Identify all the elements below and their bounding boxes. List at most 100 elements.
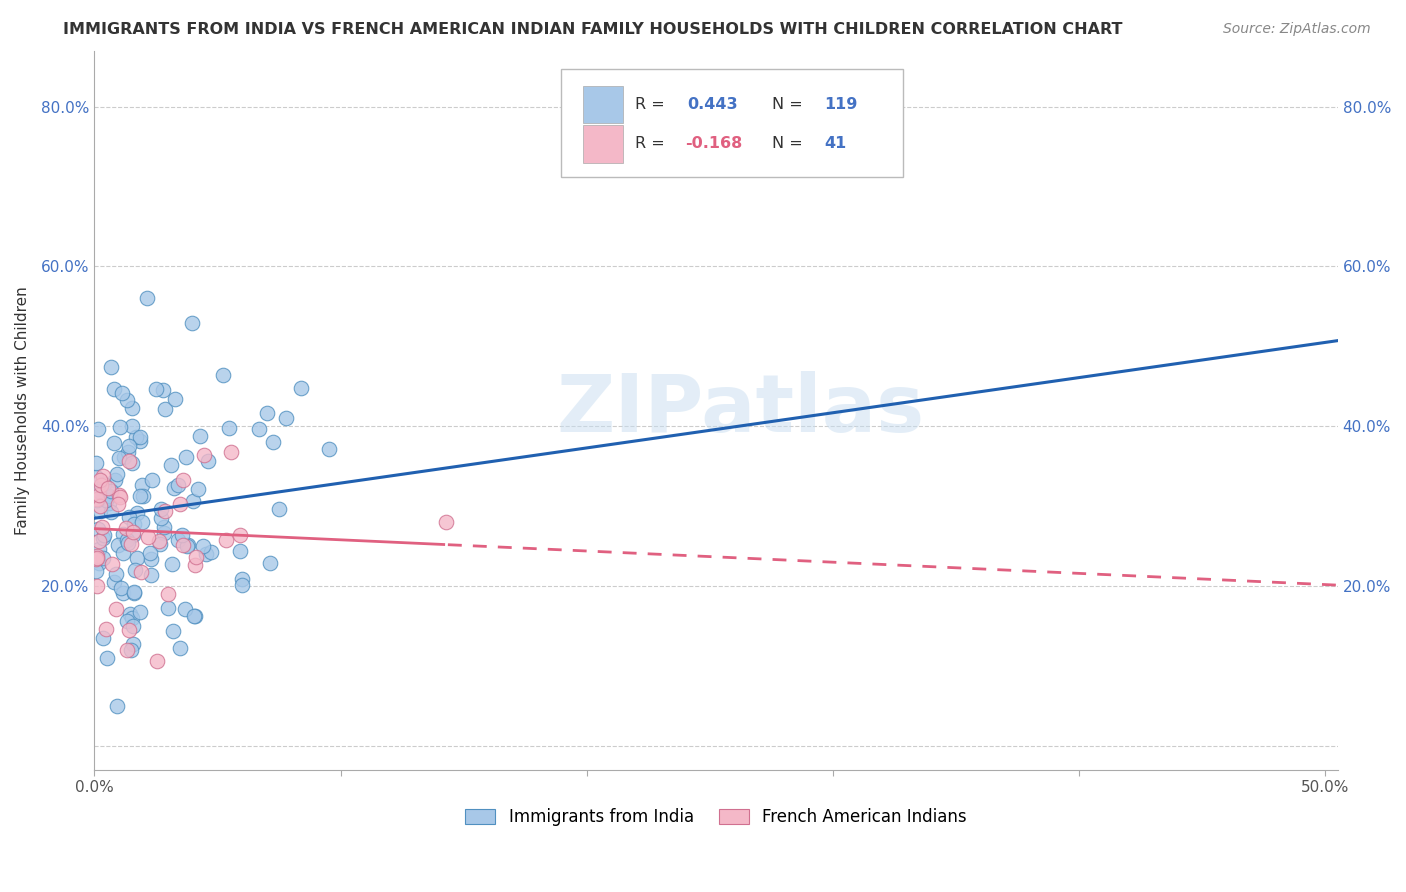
Point — [84, 457, 107, 471]
Point — [111, 546, 134, 560]
Point — [136, 530, 159, 544]
Point — [96, 622, 118, 636]
Point — [172, 538, 194, 552]
Point — [100, 360, 122, 375]
Point — [121, 401, 143, 416]
Point — [115, 642, 138, 657]
Point — [256, 406, 278, 420]
Point — [176, 538, 198, 552]
Point — [120, 537, 142, 551]
Point — [117, 614, 139, 628]
Point — [117, 536, 139, 550]
Point — [129, 565, 152, 579]
Point — [91, 551, 114, 566]
Point — [103, 574, 125, 589]
Point — [91, 520, 114, 534]
Point — [117, 533, 139, 547]
Point — [98, 495, 121, 509]
Point — [87, 522, 110, 536]
Point — [174, 450, 197, 465]
Point — [121, 524, 143, 539]
Point — [138, 546, 160, 560]
Point — [211, 368, 233, 382]
Point — [121, 456, 143, 470]
FancyBboxPatch shape — [583, 125, 623, 162]
Point — [132, 489, 155, 503]
Point — [231, 572, 253, 586]
Point — [112, 586, 135, 600]
Legend: Immigrants from India, French American Indians: Immigrants from India, French American I… — [465, 808, 967, 826]
Point — [107, 488, 129, 502]
Point — [121, 638, 143, 652]
Point — [86, 551, 108, 566]
Text: -0.168: -0.168 — [685, 136, 742, 152]
Point — [107, 450, 129, 465]
Point — [86, 491, 108, 506]
Point — [100, 505, 122, 519]
Point — [160, 557, 183, 571]
Y-axis label: Family Households with Children: Family Households with Children — [15, 286, 30, 534]
Point — [149, 502, 172, 516]
Point — [231, 578, 253, 592]
Point — [89, 488, 111, 502]
Point — [110, 420, 132, 434]
Point — [191, 539, 214, 553]
Point — [155, 504, 177, 518]
Point — [89, 503, 111, 517]
Point — [91, 468, 114, 483]
Point — [117, 444, 139, 458]
Point — [122, 517, 145, 532]
Point — [108, 490, 131, 504]
Point — [135, 291, 157, 305]
Point — [166, 533, 188, 547]
Point — [153, 401, 176, 416]
Point — [183, 609, 205, 624]
Point — [247, 421, 270, 435]
Point — [218, 421, 240, 435]
Point — [434, 515, 457, 529]
Point — [124, 586, 146, 600]
Point — [141, 473, 163, 487]
Text: 41: 41 — [824, 136, 846, 152]
Point — [87, 484, 110, 499]
Point — [172, 528, 194, 542]
Point — [129, 490, 152, 504]
Point — [267, 502, 290, 516]
Point — [229, 544, 252, 558]
Point — [215, 533, 238, 547]
Point — [127, 551, 149, 566]
Point — [118, 454, 141, 468]
Point — [131, 515, 153, 529]
Point — [104, 473, 127, 487]
Point — [111, 527, 134, 541]
Point — [229, 528, 252, 542]
Point — [84, 470, 107, 484]
Text: IMMIGRANTS FROM INDIA VS FRENCH AMERICAN INDIAN FAMILY HOUSEHOLDS WITH CHILDREN : IMMIGRANTS FROM INDIA VS FRENCH AMERICAN… — [63, 22, 1123, 37]
Point — [91, 531, 114, 545]
Point — [87, 476, 110, 491]
Text: ZIPatlas: ZIPatlas — [557, 371, 925, 450]
Point — [187, 482, 209, 496]
Point — [122, 585, 145, 599]
Point — [97, 481, 120, 495]
Point — [129, 605, 152, 619]
Point — [105, 566, 128, 581]
Point — [120, 643, 142, 657]
Point — [262, 434, 284, 449]
Text: Source: ZipAtlas.com: Source: ZipAtlas.com — [1223, 22, 1371, 37]
Point — [181, 316, 204, 330]
Point — [139, 568, 162, 582]
Point — [181, 493, 204, 508]
Point — [105, 467, 128, 482]
Point — [149, 510, 172, 524]
FancyBboxPatch shape — [561, 69, 903, 177]
Point — [197, 454, 219, 468]
Point — [127, 506, 149, 520]
Point — [96, 651, 118, 665]
Point — [152, 383, 174, 397]
Point — [84, 564, 107, 578]
Point — [89, 473, 111, 487]
Text: 0.443: 0.443 — [688, 97, 738, 112]
Point — [110, 581, 132, 595]
Text: R =: R = — [636, 136, 671, 152]
